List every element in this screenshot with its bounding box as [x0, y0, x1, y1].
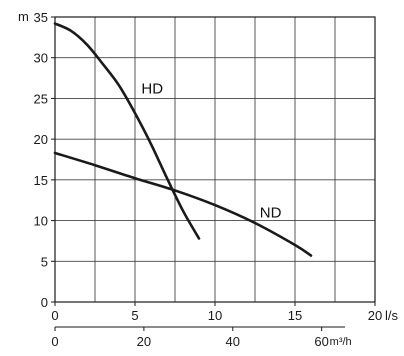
y-tick-label: 35 — [34, 10, 48, 25]
x-primary-tick-label: 20 — [368, 308, 382, 323]
x-secondary-tick-label: 40 — [226, 334, 240, 349]
x-primary-tick-label: 0 — [51, 308, 58, 323]
x-axis-secondary: 0 20 40 60 — [51, 327, 345, 349]
y-axis-unit-label: m — [18, 9, 29, 24]
y-tick-label: 10 — [34, 214, 48, 229]
series-line-hd — [55, 24, 199, 239]
x-secondary-tick-label: 60 — [314, 334, 328, 349]
y-tick-label: 0 — [41, 295, 48, 310]
y-axis: 0 5 10 15 20 25 30 35 — [34, 10, 55, 310]
y-tick-label: 15 — [34, 173, 48, 188]
x-secondary-tick-label: 20 — [137, 334, 151, 349]
x-axis-primary: 0 5 10 15 20 — [51, 302, 382, 323]
x-secondary-tick-label: 0 — [51, 334, 58, 349]
y-tick-label: 20 — [34, 132, 48, 147]
x-primary-tick-label: 5 — [131, 308, 138, 323]
y-tick-label: 25 — [34, 91, 48, 106]
series-label-hd: HD — [141, 81, 163, 98]
grid — [55, 17, 375, 302]
series-label-nd: ND — [260, 204, 282, 221]
x-primary-tick-label: 15 — [288, 308, 302, 323]
x-axis-primary-unit-label: l/s — [385, 308, 399, 323]
x-primary-tick-label: 10 — [208, 308, 222, 323]
y-tick-label: 30 — [34, 51, 48, 66]
y-tick-label: 5 — [41, 254, 48, 269]
x-axis-secondary-unit-label: m³/h — [330, 336, 352, 348]
